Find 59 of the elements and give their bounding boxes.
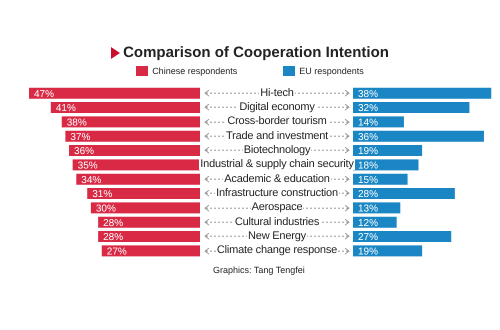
bar — [353, 145, 422, 156]
text: Comparison of Cooperation Intention — [123, 44, 389, 61]
data-label: 34% — [81, 174, 102, 186]
data-label: 15% — [358, 174, 378, 186]
bar — [69, 145, 200, 156]
y-tick-label: Biotechnology — [242, 144, 312, 156]
data-label: 13% — [358, 203, 378, 214]
data-label: 36% — [358, 132, 378, 143]
bar — [353, 188, 455, 200]
y-tick-label: Cultural industries — [234, 216, 320, 228]
y-tick-label: Infrastructure construction — [215, 186, 339, 199]
data-label: 35% — [78, 160, 98, 172]
bar — [90, 202, 200, 214]
text: Graphics: Tang Tengfei — [213, 264, 305, 277]
data-label: 18% — [358, 160, 378, 172]
bar — [87, 188, 200, 200]
data-label: 19% — [358, 246, 378, 258]
data-label: 27% — [106, 246, 127, 258]
bar — [353, 130, 484, 142]
data-label: 38% — [66, 117, 87, 128]
legend-label: Chinese respondents — [152, 66, 238, 76]
y-tick-label: Hi-tech — [259, 86, 295, 99]
bar — [353, 231, 452, 242]
data-label: 28% — [103, 232, 124, 244]
bar — [102, 245, 200, 256]
data-label: 19% — [358, 146, 378, 158]
data-label: 47% — [34, 88, 54, 100]
bar — [98, 216, 200, 228]
data-label: 28% — [358, 189, 378, 200]
legend-label: EU respondents — [299, 66, 364, 76]
y-tick-label: Trade and investment — [225, 130, 329, 142]
y-tick-label: Climate change response — [216, 244, 338, 256]
data-label: 30% — [96, 203, 116, 214]
bar — [353, 88, 492, 99]
bar — [98, 231, 200, 242]
y-tick-label: Aerospace — [250, 201, 304, 214]
data-label: 14% — [358, 117, 378, 128]
bar — [65, 130, 200, 142]
bar — [353, 245, 422, 256]
y-tick-label: Cross-border tourism — [226, 115, 328, 128]
y-tick-label: Digital economy — [238, 100, 316, 113]
bar — [29, 88, 200, 99]
data-label: 32% — [358, 103, 378, 114]
bar — [50, 102, 200, 114]
data-label: 41% — [56, 103, 76, 114]
bar — [353, 102, 470, 114]
data-label: 28% — [103, 218, 124, 229]
data-label: 36% — [74, 146, 94, 158]
y-tick-label: Academic & education — [223, 172, 331, 185]
y-tick-label: Industrial & supply chain security — [199, 158, 355, 170]
data-label: 27% — [358, 232, 378, 244]
data-label: 12% — [358, 218, 378, 229]
data-label: 37% — [70, 132, 91, 143]
bar — [62, 116, 200, 128]
bar — [72, 159, 200, 170]
y-tick-label: New Energy — [247, 230, 307, 242]
data-label: 38% — [358, 88, 378, 100]
data-label: 31% — [92, 189, 112, 200]
bar — [76, 174, 200, 185]
